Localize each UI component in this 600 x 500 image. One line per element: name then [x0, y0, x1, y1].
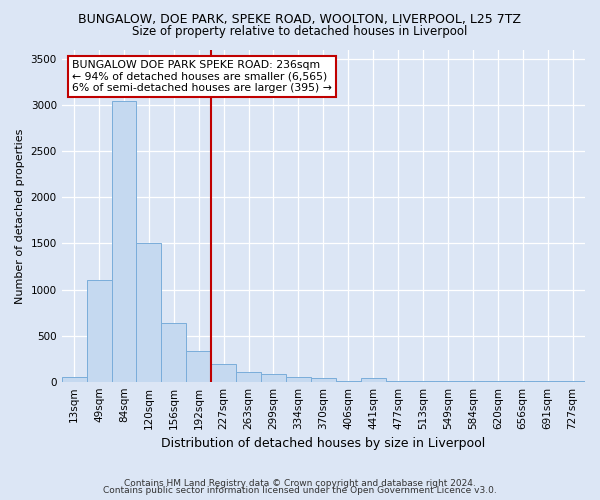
Text: Size of property relative to detached houses in Liverpool: Size of property relative to detached ho… [133, 25, 467, 38]
Bar [211, 364, 236, 382]
Bar [261, 374, 286, 382]
Text: Contains public sector information licensed under the Open Government Licence v3: Contains public sector information licen… [103, 486, 497, 495]
Bar [236, 372, 261, 382]
Bar [186, 352, 211, 382]
Bar [86, 280, 112, 382]
Bar [112, 100, 136, 382]
Y-axis label: Number of detached properties: Number of detached properties [15, 128, 25, 304]
Bar [136, 242, 161, 382]
Text: Contains HM Land Registry data © Crown copyright and database right 2024.: Contains HM Land Registry data © Crown c… [124, 478, 476, 488]
Bar [361, 378, 386, 382]
Bar [62, 377, 86, 382]
Bar [286, 377, 311, 382]
Bar [311, 378, 336, 382]
Text: BUNGALOW, DOE PARK, SPEKE ROAD, WOOLTON, LIVERPOOL, L25 7TZ: BUNGALOW, DOE PARK, SPEKE ROAD, WOOLTON,… [79, 12, 521, 26]
Bar [161, 322, 186, 382]
X-axis label: Distribution of detached houses by size in Liverpool: Distribution of detached houses by size … [161, 437, 485, 450]
Text: BUNGALOW DOE PARK SPEKE ROAD: 236sqm
← 94% of detached houses are smaller (6,565: BUNGALOW DOE PARK SPEKE ROAD: 236sqm ← 9… [72, 60, 332, 93]
